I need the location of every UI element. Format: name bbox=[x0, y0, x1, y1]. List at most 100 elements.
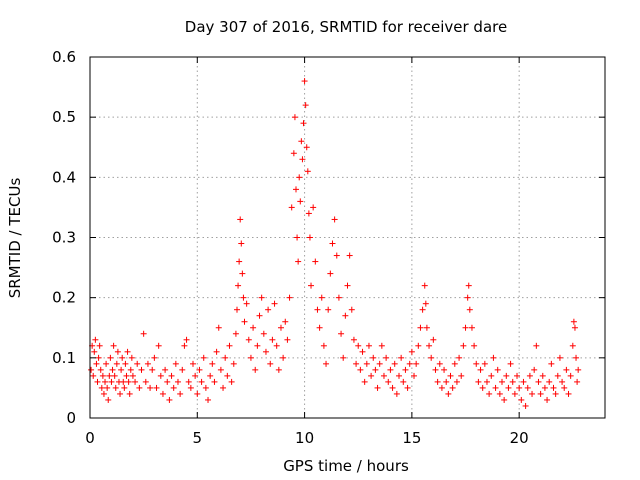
data-point bbox=[113, 360, 120, 367]
data-point bbox=[296, 174, 303, 181]
data-point bbox=[531, 366, 538, 373]
data-point bbox=[430, 336, 437, 343]
data-point bbox=[460, 342, 467, 349]
data-point bbox=[306, 234, 313, 241]
data-point bbox=[226, 342, 233, 349]
data-point bbox=[98, 384, 105, 391]
data-point bbox=[256, 312, 263, 319]
data-point bbox=[550, 384, 557, 391]
data-point bbox=[451, 360, 458, 367]
data-point bbox=[316, 324, 323, 331]
data-point bbox=[376, 360, 383, 367]
data-point bbox=[541, 384, 548, 391]
data-point bbox=[554, 372, 561, 379]
data-point bbox=[481, 360, 488, 367]
data-point bbox=[492, 384, 499, 391]
data-point bbox=[269, 336, 276, 343]
data-point bbox=[479, 384, 486, 391]
data-point bbox=[299, 156, 306, 163]
data-point bbox=[546, 378, 553, 385]
data-point bbox=[93, 360, 100, 367]
data-point bbox=[445, 390, 452, 397]
data-point bbox=[408, 348, 415, 355]
data-point bbox=[314, 306, 321, 313]
data-point bbox=[207, 372, 214, 379]
data-point bbox=[308, 282, 315, 289]
x-tick-label: 20 bbox=[510, 429, 529, 447]
data-point bbox=[468, 324, 475, 331]
data-point bbox=[192, 372, 199, 379]
data-point bbox=[155, 342, 162, 349]
data-point bbox=[406, 360, 413, 367]
data-point bbox=[237, 216, 244, 223]
data-point bbox=[134, 360, 141, 367]
data-point bbox=[200, 354, 207, 361]
data-point bbox=[494, 366, 501, 373]
data-point bbox=[92, 336, 99, 343]
data-point bbox=[490, 354, 497, 361]
chart-title: Day 307 of 2016, SRMTID for receiver dar… bbox=[185, 18, 507, 36]
data-point bbox=[511, 390, 518, 397]
data-point bbox=[239, 270, 246, 277]
data-point bbox=[505, 384, 512, 391]
data-point bbox=[359, 348, 366, 355]
data-point bbox=[277, 324, 284, 331]
data-point bbox=[342, 312, 349, 319]
data-point bbox=[449, 384, 456, 391]
data-point bbox=[181, 342, 188, 349]
y-axis-label: SRMTID / TECUs bbox=[6, 178, 24, 299]
data-point bbox=[267, 360, 274, 367]
grid-lines bbox=[90, 57, 605, 418]
data-point bbox=[220, 384, 227, 391]
data-point bbox=[300, 120, 307, 127]
data-point bbox=[466, 306, 473, 313]
data-point bbox=[241, 318, 248, 325]
data-point bbox=[265, 306, 272, 313]
x-tick-label: 0 bbox=[85, 429, 95, 447]
data-point bbox=[126, 390, 133, 397]
data-point bbox=[368, 372, 375, 379]
data-point bbox=[94, 378, 101, 385]
data-point bbox=[275, 366, 282, 373]
data-point bbox=[432, 366, 439, 373]
data-point bbox=[153, 384, 160, 391]
data-point bbox=[563, 366, 570, 373]
data-point bbox=[370, 354, 377, 361]
data-point bbox=[462, 324, 469, 331]
data-point bbox=[393, 390, 400, 397]
tick-labels: 0 5 10 15 20 0 0.1 0.2 0.3 0.4 0.5 0.6 bbox=[52, 48, 529, 447]
data-point bbox=[254, 342, 261, 349]
data-point bbox=[396, 372, 402, 379]
data-point bbox=[117, 390, 124, 397]
data-point bbox=[286, 294, 293, 301]
data-point bbox=[105, 396, 112, 403]
data-point bbox=[488, 372, 495, 379]
data-point bbox=[548, 360, 555, 367]
data-point bbox=[529, 390, 536, 397]
data-point bbox=[125, 378, 132, 385]
data-point bbox=[374, 384, 381, 391]
data-point bbox=[570, 318, 577, 325]
data-point bbox=[271, 300, 278, 307]
data-point bbox=[205, 396, 212, 403]
data-point bbox=[323, 360, 330, 367]
data-point bbox=[419, 306, 426, 313]
data-point bbox=[346, 252, 353, 259]
data-point bbox=[295, 258, 302, 265]
data-point bbox=[363, 360, 370, 367]
data-point bbox=[365, 342, 372, 349]
data-point bbox=[121, 384, 128, 391]
data-point bbox=[142, 378, 149, 385]
data-point bbox=[129, 372, 136, 379]
data-point bbox=[404, 384, 411, 391]
data-point bbox=[522, 402, 529, 409]
data-point bbox=[302, 102, 309, 109]
data-point bbox=[544, 396, 551, 403]
data-point bbox=[303, 144, 310, 151]
data-point bbox=[426, 342, 433, 349]
data-point bbox=[183, 336, 190, 343]
data-point bbox=[230, 360, 237, 367]
data-point bbox=[348, 306, 355, 313]
data-point bbox=[194, 390, 201, 397]
data-point bbox=[535, 378, 542, 385]
